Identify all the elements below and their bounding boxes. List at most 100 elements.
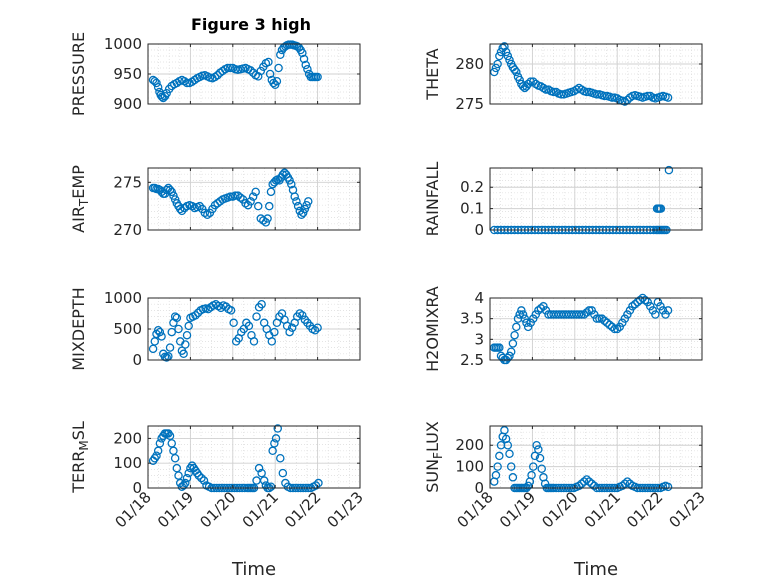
data-point — [623, 310, 632, 319]
data-point — [590, 310, 599, 319]
data-point — [175, 204, 185, 214]
data-point — [577, 479, 586, 488]
data-point — [549, 87, 558, 97]
y-tick-label: 900 — [113, 95, 142, 113]
data-point — [182, 473, 192, 483]
data-point — [515, 310, 524, 319]
data-point — [298, 311, 307, 320]
data-point — [261, 218, 271, 227]
data-point — [592, 314, 602, 323]
data-point — [663, 482, 673, 492]
data-point — [165, 343, 175, 352]
data-point — [620, 479, 630, 488]
data-point — [293, 201, 303, 211]
data-point — [633, 297, 642, 307]
data-point — [592, 90, 602, 99]
data-point — [302, 200, 311, 210]
data-point — [651, 310, 660, 319]
x-tick-label: 01/19 — [154, 488, 197, 531]
data-point — [229, 318, 238, 328]
data-point — [244, 321, 254, 331]
data-point — [300, 204, 310, 214]
data-point — [610, 324, 619, 334]
data-point — [506, 462, 516, 471]
data-point — [541, 306, 551, 315]
data-series — [489, 293, 673, 365]
data-point — [313, 323, 322, 333]
data-point — [661, 310, 670, 319]
data-point — [595, 314, 604, 323]
data-point — [194, 471, 204, 480]
data-point — [640, 295, 650, 305]
data-point — [213, 70, 222, 80]
data-point — [505, 449, 514, 459]
data-point — [653, 297, 663, 307]
data-point — [503, 440, 513, 450]
data-point — [153, 325, 163, 335]
data-point — [579, 477, 589, 486]
data-point — [162, 353, 171, 362]
data-point — [495, 51, 504, 61]
data-point — [252, 312, 261, 321]
data-point — [508, 473, 518, 482]
data-point — [539, 302, 548, 311]
data-point — [574, 310, 584, 319]
data-point — [556, 90, 566, 99]
x-tick-label: 01/20 — [196, 488, 239, 531]
data-point — [197, 473, 206, 483]
data-point — [203, 210, 212, 219]
data-point — [226, 306, 236, 315]
data-point — [246, 66, 255, 75]
axes-box — [489, 425, 703, 489]
data-point — [615, 322, 624, 332]
data-point — [605, 320, 614, 330]
data-point — [287, 179, 296, 189]
y-tick-label: 3.5 — [460, 310, 484, 328]
data-series — [148, 40, 322, 103]
axes-box — [147, 167, 361, 231]
data-point — [590, 481, 599, 491]
data-point — [266, 482, 276, 492]
data-point — [535, 453, 545, 463]
axes-box — [489, 297, 703, 361]
data-point — [248, 192, 258, 201]
y-tick-label: 3 — [474, 330, 484, 348]
data-point — [257, 468, 266, 478]
y-tick-label: 2.5 — [460, 351, 484, 369]
data-point — [276, 453, 285, 463]
data-point — [643, 91, 652, 101]
y-tick-label: 100 — [455, 458, 484, 476]
data-point — [314, 478, 323, 488]
data-point — [495, 343, 504, 352]
y-tick-label: 0 — [474, 479, 484, 497]
x-tick-label: 01/19 — [496, 488, 539, 531]
grid — [148, 44, 360, 104]
data-point — [493, 59, 502, 69]
x-tick-label: 01/23 — [324, 488, 367, 531]
data-point — [503, 51, 513, 61]
data-point — [520, 314, 530, 323]
data-point — [256, 66, 266, 76]
data-point — [157, 332, 166, 341]
data-point — [152, 451, 161, 461]
data-point — [664, 165, 674, 175]
y-tick-label: 200 — [455, 436, 484, 454]
data-point — [582, 308, 591, 317]
data-point — [184, 321, 193, 331]
data-point — [500, 42, 509, 51]
data-point — [274, 63, 283, 73]
data-point — [263, 214, 272, 223]
data-point — [630, 299, 640, 309]
data-point — [625, 306, 635, 315]
data-point — [600, 91, 609, 101]
data-point — [170, 195, 180, 204]
data-series — [148, 168, 313, 227]
data-point — [311, 481, 321, 490]
data-point — [663, 93, 673, 102]
data-point — [179, 349, 188, 359]
data-point — [529, 462, 538, 471]
y-tick-label: 4 — [474, 289, 484, 307]
y-tick-label: 275 — [113, 173, 142, 191]
x-axis-label: Time — [573, 559, 618, 580]
